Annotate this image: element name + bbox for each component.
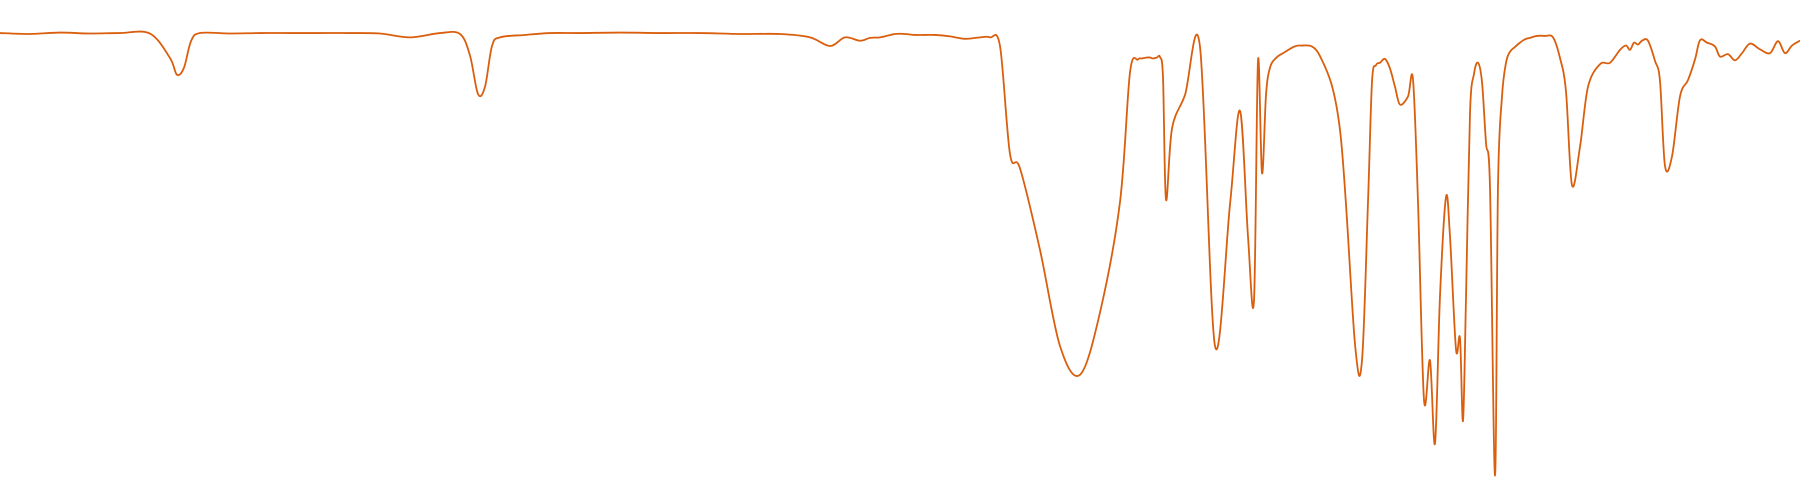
series-layer	[0, 30, 1800, 477]
series-line-0	[0, 30, 1800, 477]
